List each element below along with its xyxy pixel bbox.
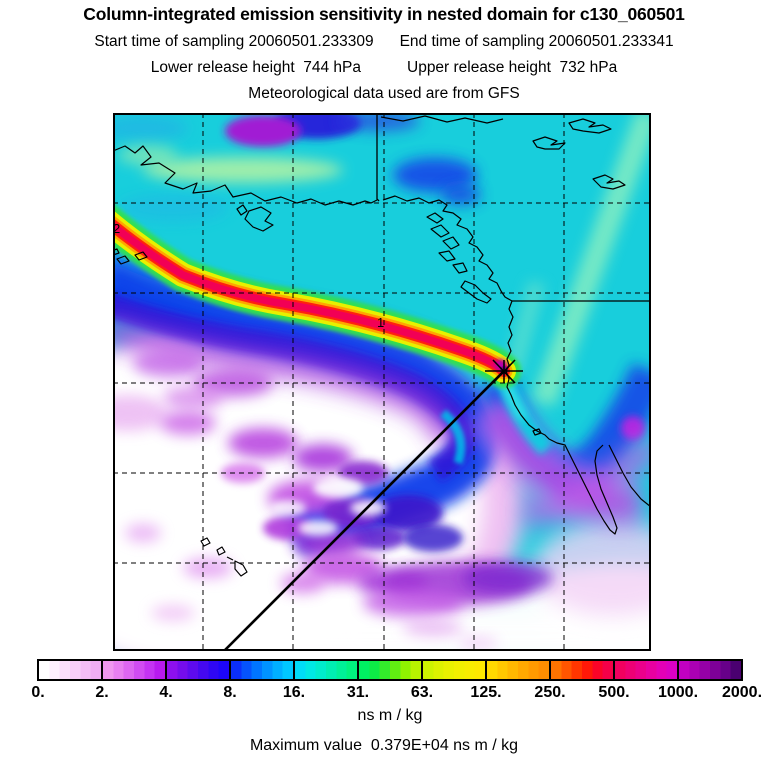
colorbar-tick-label: 250. — [534, 684, 566, 701]
colorbar-tick-label: 0. — [31, 684, 45, 701]
colorbar-segment — [231, 661, 295, 679]
colorbar-segment — [39, 661, 103, 679]
colorbar — [37, 659, 743, 681]
end-time-text: End time of sampling 20060501.233341 — [399, 33, 674, 50]
colorbar-tick-label: 500. — [598, 684, 630, 701]
page-title: Column-integrated emission sensitivity i… — [83, 4, 685, 24]
colorbar-tick-label: 2. — [95, 684, 109, 701]
colorbar-segment — [103, 661, 167, 679]
coastlines — [113, 115, 651, 577]
colorbar-segment — [615, 661, 679, 679]
colorbar-segment — [295, 661, 359, 679]
colorbar-tick-label: 125. — [470, 684, 502, 701]
colorbar-tick-label: 16. — [282, 684, 306, 701]
sensitivity-plume — [113, 204, 521, 388]
met-source-text: Meteorological data used are from GFS — [248, 85, 520, 102]
sensitivity-field — [113, 113, 651, 651]
colorbar-tick-label: 8. — [223, 684, 237, 701]
colorbar-tick-label: 63. — [410, 684, 434, 701]
colorbar-segment — [359, 661, 423, 679]
colorbar-segment — [551, 661, 615, 679]
colorbar-segment — [167, 661, 231, 679]
colorbar-tick-label: 1000. — [657, 684, 699, 701]
colorbar-segment — [423, 661, 487, 679]
trajectory-line — [223, 370, 505, 651]
max-value-text: Maximum value 0.379E+04 ns m / kg — [249, 737, 519, 754]
lower-release-text: Lower release height 744 hPa — [150, 59, 361, 76]
upper-release-text: Upper release height 732 hPa — [407, 59, 618, 76]
colorbar-segment — [679, 661, 741, 679]
plume-age-label-2: 2 — [113, 221, 120, 236]
receptor-star-marker — [485, 359, 523, 384]
colorbar-tick-label: 31. — [346, 684, 370, 701]
plume-age-label-1: 1 — [377, 315, 384, 330]
political-borders — [376, 113, 651, 302]
colorbar-units: ns m / kg — [357, 707, 423, 724]
sampling-times-line: Start time of sampling 20060501.233309 E… — [0, 33, 768, 51]
colorbar-tick-label: 2000. — [721, 684, 763, 701]
start-time-text: Start time of sampling 20060501.233309 — [94, 33, 374, 50]
release-heights-line: Lower release height 744 hPa Upper relea… — [0, 59, 768, 77]
colorbar-tick-label: 4. — [159, 684, 173, 701]
map-frame — [113, 113, 651, 651]
colorbar-segment — [487, 661, 551, 679]
sensitivity-map: 2 1 — [113, 113, 651, 651]
